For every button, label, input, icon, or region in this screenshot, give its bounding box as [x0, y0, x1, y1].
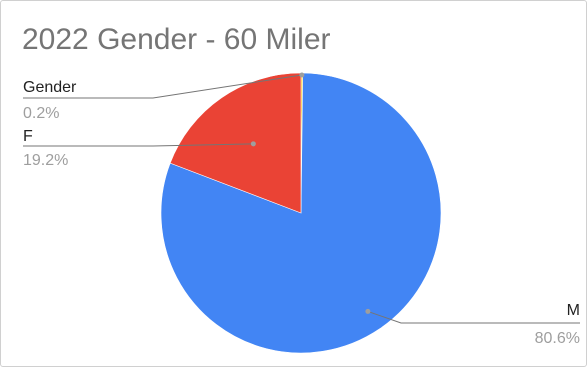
leader-lines — [23, 72, 580, 324]
slice-label-gender: Gender — [23, 79, 77, 96]
leader-line-gender — [23, 74, 302, 99]
leader-dot-m — [365, 308, 371, 314]
slice-percent-f: 19.2% — [23, 152, 68, 169]
leader-dot-gender — [299, 72, 305, 78]
pie-slices — [160, 72, 442, 354]
leader-dot-f — [250, 141, 256, 147]
pie-slice-f — [169, 72, 302, 214]
slice-percent-m: 80.6% — [535, 330, 580, 347]
slice-label-m: M — [567, 302, 580, 319]
leader-line-m — [367, 310, 580, 324]
leader-line-f — [23, 143, 254, 147]
slice-label-f: F — [23, 128, 33, 145]
chart-title: 2022 Gender - 60 Miler — [22, 23, 331, 56]
slice-percent-gender: 0.2% — [23, 105, 59, 122]
